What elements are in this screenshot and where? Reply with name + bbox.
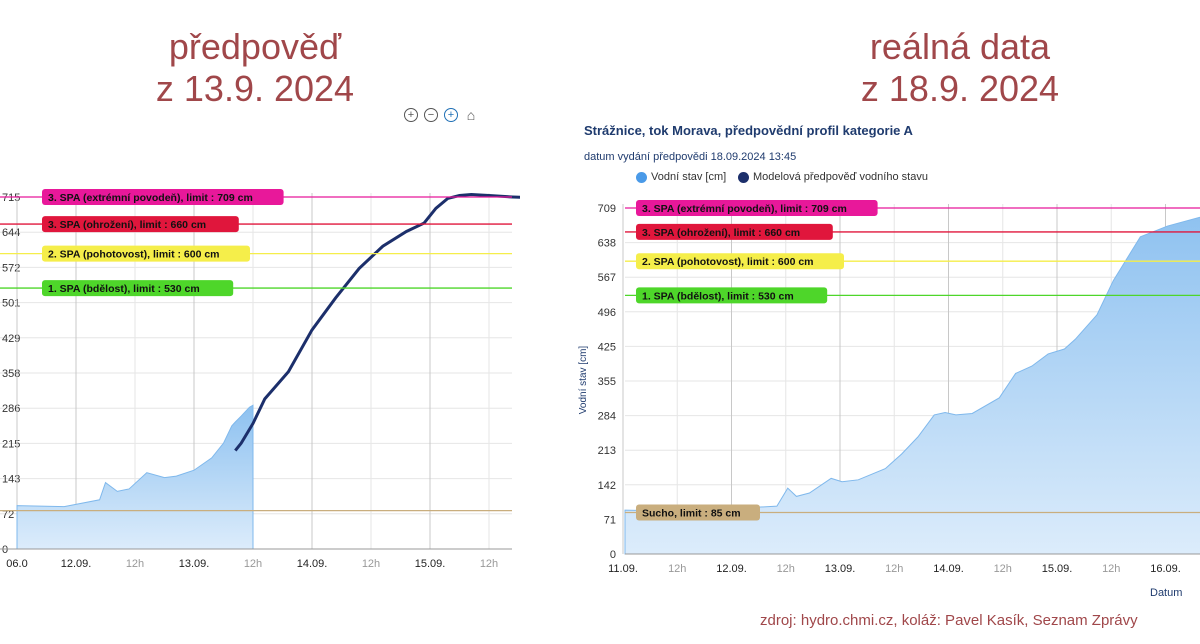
y-tick-label: 143 [2,474,20,486]
y-tick-label: 644 [2,227,20,239]
x-tick-label: 12h [1102,563,1120,575]
x-tick-label: 13.09. [179,558,210,570]
threshold-label-bg [42,245,250,262]
y-tick-label: 429 [2,333,20,345]
x-tick-label: 12h [126,558,144,570]
threshold-label-bg [636,504,760,521]
y-tick-label: 0 [610,549,616,561]
threshold-label-bg [636,200,878,216]
source-credit: zdroj: hydro.chmi.cz, koláž: Pavel Kasík… [760,612,1138,629]
x-tick-label: 12h [244,558,262,570]
x-tick-label: 12h [777,563,795,575]
heading-forecast: předpověď [168,26,342,67]
threshold-label: Sucho, limit : 85 cm [642,508,741,520]
y-tick-label: 213 [598,445,616,457]
x-tick-label: 14.09. [297,558,328,570]
y-tick-label: 501 [2,298,20,310]
chart-toolbar: + − + ⌂ [404,108,478,122]
threshold-label-bg [42,189,284,205]
x-tick-label: 12h [885,563,903,575]
x-tick-label: 06.0 [6,558,27,570]
x-tick-label: 15.09. [1042,563,1073,575]
x-tick-label: 11.09. [608,563,638,575]
series-line-forecast [234,193,520,452]
threshold-label: 2. SPA (pohotovost), limit : 600 cm [48,249,220,261]
heading-real-data-date: z 18.9. 2024 [860,68,1060,109]
threshold-label: 1. SPA (bdělost), limit : 530 cm [642,290,794,302]
y-tick-label: 425 [598,341,616,353]
chart-real: 0 71 142 213 284 355 425 496 567 638 709 11.09. 12h 1… [578,200,1200,599]
y-tick-label: 572 [2,262,20,274]
threshold-label: 1. SPA (bdělost), limit : 530 cm [48,283,200,295]
y-tick-label: 709 [598,203,616,215]
threshold-label: 2. SPA (pohotovost), limit : 600 cm [642,256,814,268]
legend-dot-model [738,171,749,183]
x-tick-label: 13.09. [825,563,856,575]
home-icon[interactable]: ⌂ [466,107,476,123]
y-tick-label: 71 [604,514,616,526]
threshold-label-bg [636,253,844,270]
x-axis-label: Datum [1150,587,1182,599]
y-tick-label: 355 [598,376,616,388]
x-tick-label: 16.09. [1150,563,1181,575]
magnifier-icon[interactable]: + [444,108,458,122]
x-tick-label: 12h [668,563,686,575]
chart-subtitle: datum vydání předpovědi 18.09.2024 13:45 [584,151,797,163]
threshold-label-bg [636,287,828,304]
threshold-label: 3. SPA (ohrožení), limit : 660 cm [48,219,206,231]
threshold-label: 3. SPA (extrémní povodeň), limit : 709 c… [48,192,253,204]
threshold-label-bg [42,216,239,233]
legend-item-model[interactable]: Modelová předpověď vodního stavu [738,171,928,183]
y-tick-label: 142 [598,480,616,492]
y-tick-label: 358 [2,368,20,380]
threshold-label-bg [636,223,833,240]
zoom-in-icon[interactable]: + [404,108,418,122]
y-axis-label: Vodní stav [cm] [578,346,589,415]
y-tick-label: 215 [2,438,20,450]
heading-forecast-date: z 13.9. 2024 [155,68,355,109]
legend-label-model: Modelová předpověď vodního stavu [753,171,928,183]
y-tick-label: 284 [598,411,616,423]
heading-real-data: reálná data [869,26,1051,67]
x-tick-label: 14.09. [933,563,964,575]
x-tick-label: 15.09. [415,558,446,570]
x-tick-label: 12.09. [61,558,92,570]
legend-item-observed[interactable]: Vodní stav [cm] [636,171,726,183]
y-tick-label: 72 [2,509,14,521]
y-tick-label: 286 [2,403,20,415]
y-tick-label: 638 [598,238,616,250]
legend-label-observed: Vodní stav [cm] [651,171,727,183]
x-tick-label: 12h [362,558,380,570]
zoom-out-icon[interactable]: − [424,108,438,122]
y-tick-label: 496 [598,307,616,319]
x-tick-label: 12h [994,563,1012,575]
series-area-observed [16,404,254,550]
y-tick-label: 567 [598,272,616,284]
threshold-label: 3. SPA (extrémní povodeň), limit : 709 c… [642,203,847,215]
legend-dot-observed [636,171,647,183]
y-tick-label: 715 [2,192,20,204]
chart-forecast: 0 72 143 215 286 358 429 501 572 644 715 06.0 12.09.… [0,189,520,570]
threshold-label-bg [42,280,234,297]
threshold-label: 3. SPA (ohrožení), limit : 660 cm [642,227,800,239]
series-area-observed [624,216,1200,555]
chart-title: Strážnice, tok Morava, předpovědní profi… [584,123,913,138]
y-tick-label: 0 [2,544,8,556]
x-tick-label: 12.09. [716,563,747,575]
x-tick-label: 12h [480,558,498,570]
